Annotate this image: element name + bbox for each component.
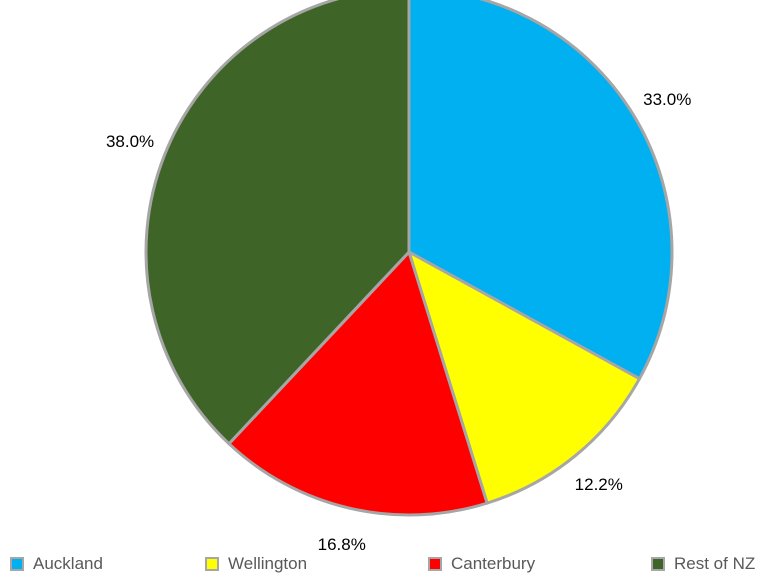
pie-slice-canterbury xyxy=(227,250,489,517)
data-label-rest-of-nz: 38.0% xyxy=(106,132,154,151)
pie-slice-rest-of-nz xyxy=(144,0,411,446)
data-label-canterbury: 16.8% xyxy=(318,535,366,554)
legend-item-auckland: Auckland xyxy=(10,554,103,574)
legend-item-canterbury: Canterbury xyxy=(428,554,535,574)
pie-slice-auckland xyxy=(407,0,674,381)
legend-swatch-auckland xyxy=(10,557,24,571)
legend: Auckland Wellington Canterbury Rest of N… xyxy=(0,554,783,579)
pie-slice-wellington xyxy=(407,250,641,505)
legend-swatch-rest-of-nz xyxy=(651,557,665,571)
pie-slices xyxy=(144,0,674,517)
legend-item-wellington: Wellington xyxy=(205,554,307,574)
legend-swatch-wellington xyxy=(205,557,219,571)
legend-label-wellington: Wellington xyxy=(228,554,308,573)
legend-label-auckland: Auckland xyxy=(33,554,103,573)
legend-item-rest-of-nz: Rest of NZ xyxy=(651,554,755,574)
legend-label-canterbury: Canterbury xyxy=(451,554,536,573)
pie-data-labels: 33.0% 12.2% 16.8% 38.0% xyxy=(106,90,691,554)
data-label-wellington: 12.2% xyxy=(575,475,623,494)
data-label-auckland: 33.0% xyxy=(643,90,691,109)
legend-swatch-canterbury xyxy=(428,557,442,571)
legend-label-rest-of-nz: Rest of NZ xyxy=(674,554,756,573)
